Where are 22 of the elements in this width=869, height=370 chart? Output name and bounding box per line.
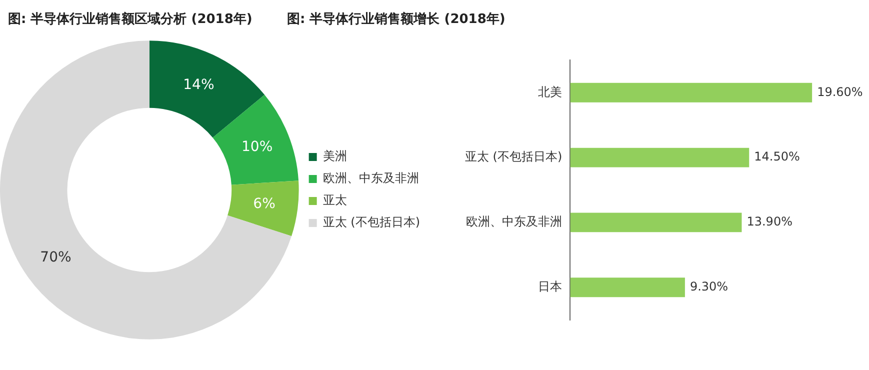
legend-label: 欧洲、中东及非洲 (322, 171, 419, 186)
bar (570, 82, 812, 102)
data-label: 14.50% (754, 150, 800, 164)
y-tick-label: 亚太 (不包括日本) (464, 150, 562, 164)
bar (570, 278, 685, 298)
legend-label: 亚太 (322, 193, 347, 208)
data-label: 10% (242, 139, 273, 156)
data-label: 13.90% (746, 214, 792, 229)
data-label: 19.60% (817, 84, 863, 99)
chart-title: 图: 半导体行业销售额区域分析 (2018年) (8, 10, 252, 28)
legend-label: 美洲 (322, 149, 347, 164)
data-label: 6% (253, 196, 276, 212)
y-tick-label: 北美 (538, 84, 562, 99)
data-label: 70% (40, 250, 72, 266)
y-tick-label: 日本 (538, 279, 562, 294)
bar (570, 212, 742, 232)
data-label: 9.30% (690, 279, 728, 294)
text: 图: 半导体行业销售额增长 (2018年) (287, 10, 506, 28)
bar (570, 148, 750, 168)
data-label: 14% (183, 76, 214, 93)
y-tick-label: 欧洲、中东及非洲 (466, 214, 562, 229)
legend-label: 亚太 (不包括日本) (322, 215, 420, 230)
